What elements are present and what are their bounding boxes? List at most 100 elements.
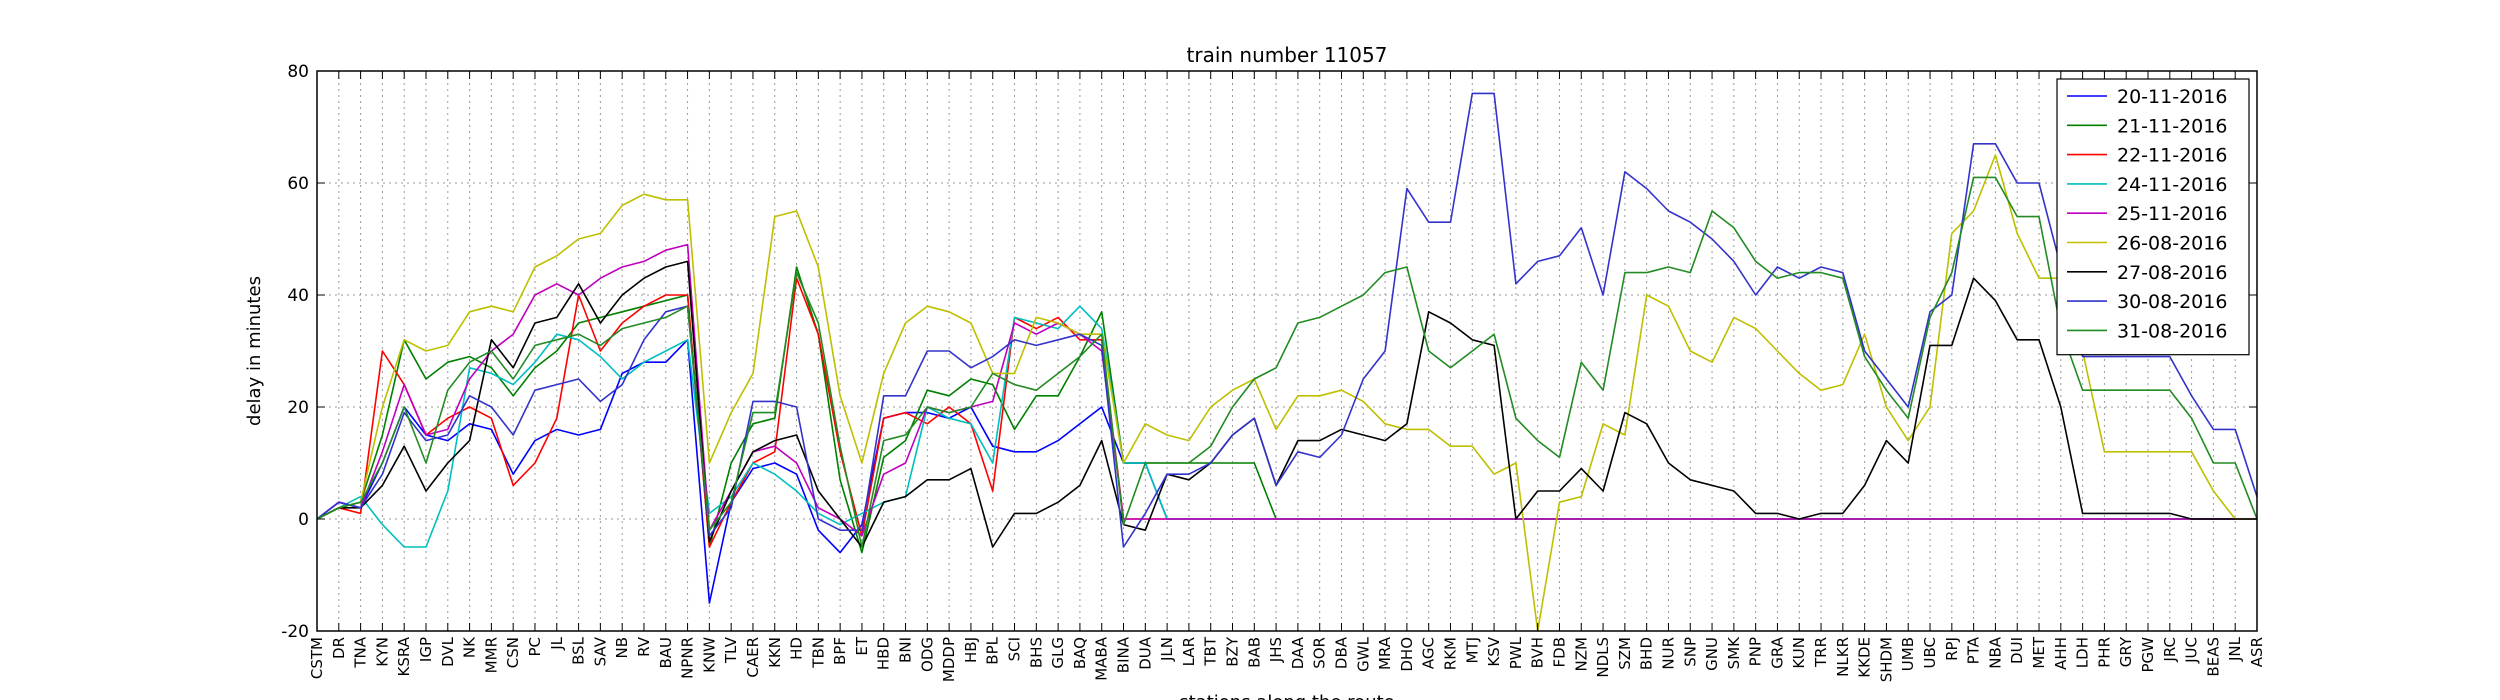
x-tick-label: HD bbox=[788, 637, 806, 660]
x-tick-label: SOR bbox=[1311, 637, 1329, 669]
x-tick-label: BSL bbox=[570, 636, 588, 665]
x-tick-label: NZM bbox=[1572, 637, 1590, 671]
x-tick-label: BHD bbox=[1638, 637, 1656, 670]
x-tick-label: PHR bbox=[2095, 637, 2113, 668]
x-tick-label: PTA bbox=[1965, 636, 1983, 664]
x-tick-label: GRA bbox=[1768, 636, 1786, 668]
x-tick-label: BAQ bbox=[1071, 637, 1089, 669]
x-tick-label: GRY bbox=[2117, 636, 2135, 667]
legend-label: 21-11-2016 bbox=[2117, 115, 2227, 137]
x-tick-label: DBA bbox=[1332, 636, 1350, 669]
y-axis: -20 0 20 40 60 80 bbox=[281, 62, 2257, 642]
x-tick-label: UBC bbox=[1921, 637, 1939, 668]
x-tick-label: BNI bbox=[897, 637, 915, 663]
x-tick-label: AHH bbox=[2052, 637, 2070, 670]
x-tick-label: DAA bbox=[1289, 636, 1307, 669]
x-tick-label: KSRA bbox=[395, 636, 413, 676]
x-tick-label: MDDP bbox=[940, 637, 958, 682]
x-tick-label: TLV bbox=[722, 636, 740, 664]
x-tick-label: SAV bbox=[591, 636, 609, 666]
legend-label: 31-08-2016 bbox=[2117, 320, 2227, 342]
x-tick-label: TRR bbox=[1812, 637, 1830, 668]
x-tick-label: DR bbox=[330, 637, 348, 659]
y-axis-label: delay in minutes bbox=[244, 276, 265, 426]
legend-label: 24-11-2016 bbox=[2117, 174, 2227, 196]
x-tick-label: DVL bbox=[439, 636, 457, 667]
x-tick-label: BHS bbox=[1027, 637, 1045, 668]
x-tick-label: KYN bbox=[373, 637, 391, 667]
x-tick-label: BVH bbox=[1529, 637, 1547, 668]
x-tick-label: MTJ bbox=[1463, 637, 1481, 664]
x-tick-label: NK bbox=[461, 636, 479, 658]
x-tick-label: SZM bbox=[1616, 637, 1634, 670]
x-tick-label: CAER bbox=[744, 637, 762, 678]
x-tick-label: KKDE bbox=[1856, 637, 1874, 678]
x-tick-label: PC bbox=[526, 637, 544, 657]
x-tick-label: KUN bbox=[1790, 637, 1808, 669]
x-tick-label: GLG bbox=[1049, 637, 1067, 669]
series-line-30-08-2016 bbox=[316, 92, 2258, 548]
x-tick-label: JLN bbox=[1158, 637, 1176, 662]
x-tick-label: HBD bbox=[875, 637, 893, 670]
series-line-26-08-2016 bbox=[316, 154, 2257, 632]
x-axis: CSTM DR TNA KYN KSRA IGP DVL NK MMR CSN PC JL BSL SAV… bbox=[308, 71, 2266, 682]
x-tick-label: NDLS bbox=[1594, 637, 1612, 678]
series-line-20-11-2016 bbox=[316, 338, 2257, 604]
x-tick-label: SMK bbox=[1725, 636, 1743, 669]
series-line-25-11-2016 bbox=[316, 243, 2257, 537]
x-tick-label: DUA bbox=[1136, 636, 1154, 670]
x-tick-label: LAR bbox=[1180, 637, 1198, 666]
x-tick-label: TNA bbox=[352, 636, 370, 668]
x-tick-label: ASR bbox=[2248, 637, 2266, 667]
x-tick-label: DHO bbox=[1398, 637, 1416, 672]
y-tick-label: 0 bbox=[298, 510, 309, 530]
x-tick-label: UMB bbox=[1899, 637, 1917, 671]
x-tick-label: TBN bbox=[809, 637, 827, 669]
series-lines bbox=[316, 92, 2258, 632]
y-tick-label: 80 bbox=[287, 62, 309, 82]
x-tick-label: GWL bbox=[1354, 636, 1372, 671]
grid-lines bbox=[316, 70, 2258, 632]
x-tick-label: CSTM bbox=[308, 637, 326, 679]
chart-title: train number 11057 bbox=[1187, 43, 1388, 67]
x-tick-label: TBT bbox=[1202, 636, 1220, 666]
x-tick-label: SNP bbox=[1681, 637, 1699, 667]
x-tick-label: BAU bbox=[657, 637, 675, 669]
x-tick-label: KNW bbox=[700, 637, 718, 673]
legend-label: 20-11-2016 bbox=[2117, 86, 2227, 108]
plot-frame bbox=[316, 70, 2258, 632]
series-line-31-08-2016 bbox=[316, 176, 2258, 548]
x-tick-label: JL bbox=[548, 636, 566, 650]
y-tick-label: 60 bbox=[287, 174, 309, 194]
x-tick-label: RPJ bbox=[1943, 637, 1961, 661]
x-tick-label: MABA bbox=[1093, 636, 1111, 680]
x-tick-label: GNU bbox=[1703, 637, 1721, 671]
x-tick-label: ODG bbox=[918, 637, 936, 672]
x-tick-label: HBJ bbox=[962, 637, 980, 663]
x-tick-label: NPNR bbox=[679, 637, 697, 679]
x-tick-label: MRA bbox=[1376, 636, 1394, 670]
x-tick-label: RKM bbox=[1441, 637, 1459, 670]
x-tick-label: NB bbox=[613, 637, 631, 659]
x-tick-label: JRC bbox=[2161, 637, 2179, 663]
y-tick-label: 20 bbox=[287, 398, 309, 418]
legend-label: 25-11-2016 bbox=[2117, 203, 2227, 225]
legend-label: 27-08-2016 bbox=[2117, 262, 2227, 284]
x-tick-label: PGW bbox=[2139, 637, 2157, 673]
y-tick-label: -20 bbox=[281, 622, 309, 642]
x-tick-label: BAB bbox=[1245, 637, 1263, 668]
x-tick-label: PWL bbox=[1507, 636, 1525, 669]
x-tick-label: ET bbox=[853, 636, 871, 655]
x-tick-label: RV bbox=[635, 636, 653, 657]
x-tick-label: CSN bbox=[504, 637, 522, 668]
x-tick-label: KKN bbox=[766, 637, 784, 668]
x-tick-label: NLKR bbox=[1834, 637, 1852, 677]
x-tick-label: NUR bbox=[1659, 637, 1677, 670]
y-tick-label: 40 bbox=[287, 286, 309, 306]
x-tick-label: BINA bbox=[1115, 636, 1133, 673]
x-tick-label: LDH bbox=[2074, 637, 2092, 668]
x-tick-label: SHDM bbox=[1877, 637, 1895, 682]
x-tick-label: SCI bbox=[1006, 637, 1024, 661]
series-line-27-08-2016 bbox=[316, 260, 2257, 548]
